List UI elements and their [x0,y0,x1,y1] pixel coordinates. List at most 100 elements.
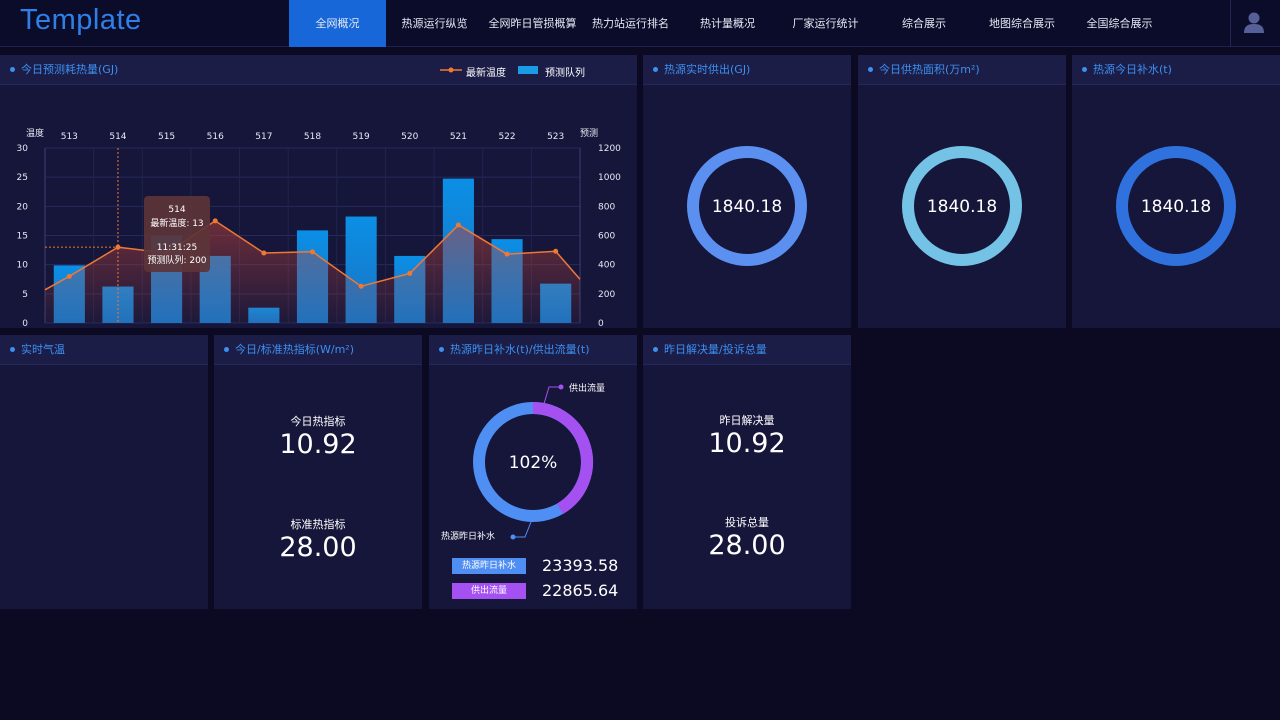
forecast-panel: 今日预测耗热量(GJ) 最新温度 预测队列 0 5 10 15 20 25 30 0 200 40… [0,55,637,328]
nav-item-metering[interactable]: 热计量概况 [700,17,755,30]
left-tick-label: 25 [17,173,28,183]
nav-item-composite[interactable]: 综合展示 [902,17,946,30]
temperature-point [358,283,364,289]
panel-title: 今日预测耗热量(GJ) [21,63,119,76]
line-legend-icon [440,67,462,73]
nav-item-national[interactable]: 全国综合展示 [1086,17,1153,30]
top-category-label: 515 [158,132,175,142]
right-tick-label: 600 [598,232,615,242]
bar-legend-icon [518,66,538,74]
supply-leader-dot [558,384,564,390]
title-dot [10,347,15,352]
donut-center-value: 102% [509,453,558,473]
temperature-panel: 实时气温 [0,335,208,609]
right-tick-label: 200 [598,290,615,300]
donut-ring [1116,146,1236,266]
top-category-label: 523 [547,132,564,142]
complaints-total-value: 28.00 [708,530,786,561]
temperature-point [553,248,559,254]
top-category-label: 519 [353,132,370,142]
standard-index-value: 28.00 [279,532,357,563]
legend-water-value: 23393.58 [542,556,619,575]
tooltip-box [144,196,210,272]
donut-ring [687,146,807,266]
temperature-point [310,249,315,255]
right-tick-label: 400 [598,261,615,271]
top-category-label: 517 [255,132,272,142]
top-category-label: 522 [498,132,515,142]
left-tick-label: 10 [17,261,29,271]
area-panel: 今日供热面积(万m²) 1840.18 [858,55,1066,328]
legend-line-label: 最新温度 [466,68,506,79]
left-tick-label: 0 [22,319,28,328]
user-icon[interactable] [1243,11,1265,35]
donut-value: 1840.18 [927,197,997,217]
temperature-point [407,270,413,276]
nav-item-vendor-stats[interactable]: 厂家运行统计 [792,17,859,30]
left-tick-label: 20 [17,202,29,212]
top-category-label: 513 [61,132,78,142]
panel-title: 热源今日补水(t) [1093,63,1172,76]
panel-header: 今日预测耗热量(GJ) 最新温度 预测队列 [0,55,637,85]
left-tick-label: 5 [22,290,28,300]
solved-value: 10.92 [708,428,786,459]
supply-donut: 1840.18 [687,146,807,266]
left-tick-label: 15 [17,232,28,242]
right-tick-label: 800 [598,202,615,212]
temperature-point [212,218,218,224]
nav-item-heat-source[interactable]: 热源运行纵览 [401,17,468,30]
right-tick-label: 1200 [598,144,621,154]
panel-header: 昨日解决量/投诉总量 [643,335,851,365]
temperature-point [455,222,461,228]
panel-header: 热源昨日补水(t)/供出流量(t) [429,335,637,365]
today-index-label: 今日热指标 [290,415,346,428]
main-nav: 全网概况 热源运行纵览 全网昨日管损概算 热力站运行排名 热计量概况 厂家运行统… [289,0,1168,47]
legend-supply-value: 22865.64 [542,581,619,600]
panel-title: 昨日解决量/投诉总量 [664,343,767,356]
panel-title: 热源实时供出(GJ) [664,63,751,76]
nav-item-map[interactable]: 地图综合展示 [989,17,1055,30]
ratio-donut: 102% 供出流量 热源昨日补水 [441,382,605,542]
title-dot [10,67,15,72]
title-dot [224,347,229,352]
heat-index-panel: 今日/标准热指标(W/m²) 今日热指标 10.92 标准热指标 28.00 [214,335,422,609]
title-dot [439,347,444,352]
water-callout-label: 热源昨日补水 [441,530,495,542]
title-dot [653,347,658,352]
nav-item-pipe-loss[interactable]: 全网昨日管损概算 [488,17,577,30]
user-divider [1230,0,1231,47]
panel-title: 今日供热面积(万m²) [879,63,980,76]
top-category-label: 521 [450,132,467,142]
panel-title: 热源昨日补水(t)/供出流量(t) [450,343,590,356]
nav-item-overview[interactable]: 全网概况 [289,0,386,47]
complaints-total-label: 投诉总量 [725,516,769,529]
legend-bar-label: 预测队列 [545,68,585,79]
donut-value: 1840.18 [712,197,782,217]
top-category-label: 520 [401,132,418,142]
top-bar: Template 全网概况 热源运行纵览 全网昨日管损概算 热力站运行排名 热计… [0,0,1280,47]
tooltip-line: 11:31:25 [157,243,197,253]
panel-header: 实时气温 [0,335,208,365]
temperature-point [504,251,510,257]
panel-header: 热源实时供出(GJ) [643,55,851,85]
right-tick-label: 1000 [598,173,621,183]
tooltip-line: 预测队列: 200 [147,254,206,266]
title-dot [653,67,658,72]
left-axis-title: 温度 [26,127,44,139]
temperature-point [261,250,267,256]
right-tick-label: 0 [598,319,604,328]
left-tick-label: 30 [17,144,29,154]
title-dot [868,67,873,72]
legend-water-tag: 热源昨日补水 [452,558,526,574]
nav-item-station-rank[interactable]: 热力站运行排名 [592,17,669,30]
supply-callout-label: 供出流量 [569,382,605,394]
complaints-panel: 昨日解决量/投诉总量 昨日解决量 10.92 投诉总量 28.00 [643,335,851,609]
right-axis-title: 预测 [580,128,598,139]
top-category-label: 516 [207,132,224,142]
tooltip-line: 514 [168,205,185,215]
water-leader-dot [510,534,516,540]
panel-header: 今日供热面积(万m²) [858,55,1066,85]
solved-label: 昨日解决量 [719,414,775,427]
area-donut: 1840.18 [902,146,1022,266]
supply-segment [532,402,594,514]
